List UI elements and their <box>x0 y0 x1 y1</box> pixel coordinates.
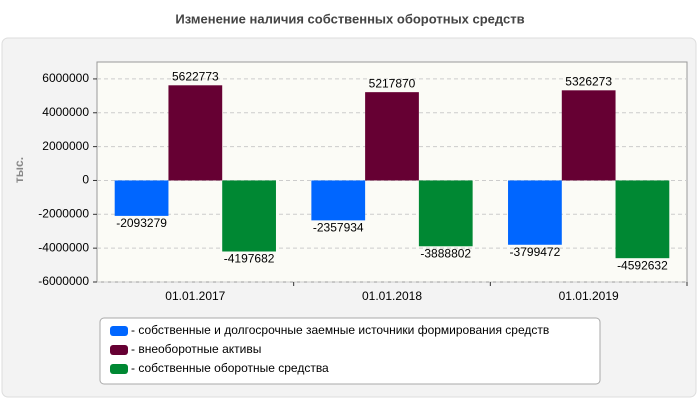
bar <box>168 85 223 181</box>
legend <box>99 317 601 385</box>
x-tick-label: 01.01.2018 <box>362 289 422 303</box>
y-tick-label: 0 <box>82 173 89 187</box>
legend-swatch <box>110 326 128 336</box>
y-tick-label: -2000000 <box>38 206 89 220</box>
value-label: -2357934 <box>313 221 364 235</box>
legend-swatch <box>110 345 128 355</box>
value-label: -3799472 <box>510 245 561 259</box>
legend-label: - собственные и долгосрочные заемные ист… <box>131 323 549 337</box>
value-label: -2093279 <box>116 216 167 230</box>
legend-swatch <box>110 364 128 374</box>
value-label: 5217870 <box>369 76 416 90</box>
bar <box>311 180 366 221</box>
y-tick-label: -6000000 <box>38 274 89 288</box>
value-label: 5622773 <box>172 69 219 83</box>
bar <box>365 92 419 181</box>
value-label: -4592632 <box>617 258 668 272</box>
legend-label: - внеоборотные активы <box>131 342 261 356</box>
y-tick-label: -4000000 <box>38 240 89 254</box>
y-tick-label: 2000000 <box>42 139 89 153</box>
x-tick-label: 01.01.2019 <box>559 289 619 303</box>
legend-label: - собственные оборотные средства <box>131 361 329 375</box>
bar <box>508 180 562 245</box>
bar <box>114 180 169 216</box>
y-tick-label: 4000000 <box>42 105 89 119</box>
y-axis-label: тыс. <box>12 157 26 183</box>
bar <box>418 180 473 247</box>
value-label: -3888802 <box>420 246 471 260</box>
chart-title: Изменение наличия собственных оборотных … <box>175 11 524 26</box>
bar <box>615 180 670 259</box>
bar <box>561 90 616 181</box>
value-label: -4197682 <box>224 252 275 266</box>
bar <box>222 180 276 252</box>
x-tick-label: 01.01.2017 <box>165 289 225 303</box>
value-label: 5326273 <box>565 74 612 88</box>
y-tick-label: 6000000 <box>42 71 89 85</box>
